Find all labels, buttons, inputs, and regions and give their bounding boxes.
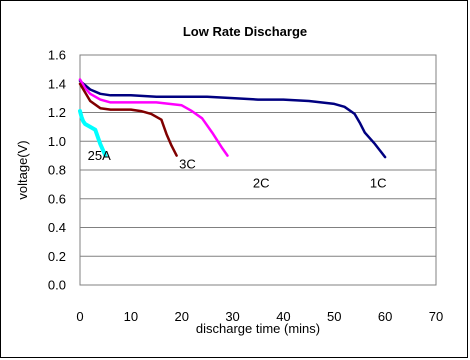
series-line-1c [78,79,387,159]
y-tick-label: 1.4 [48,76,66,91]
series-line-3c [78,82,178,157]
chart-title: Low Rate Discharge [183,24,307,39]
y-tick-label: 0.4 [48,220,66,235]
y-axis-title: voltage(V) [15,140,30,199]
series-label-25a: 25A [88,148,111,163]
x-tick-label: 0 [76,309,83,324]
x-tick-label: 60 [378,309,392,324]
x-tick-label: 40 [276,309,290,324]
grid-lines [80,83,436,257]
y-tick-label: 1.0 [48,134,66,149]
y-tick-label: 1.6 [48,48,66,63]
series-line-2c [78,78,229,157]
axis-ticks: 0.0 0.2 0.4 0.6 0.8 1.0 1.2 1.4 1.6 0 10 20 30 40 50 60… [48,48,443,325]
series-label-2c: 2C [253,175,270,190]
y-tick-label: 0.8 [48,163,66,178]
x-tick-label: 70 [429,309,443,324]
y-tick-label: 1.2 [48,105,66,120]
series-label-3c: 3C [179,157,196,172]
x-tick-label: 30 [225,309,239,324]
series-label-1c: 1C [370,175,387,190]
x-tick-label: 50 [327,309,341,324]
series-line-25a [78,109,108,158]
x-tick-label: 20 [174,309,188,324]
plot-area [79,54,437,286]
series-group: 1C 2C 3C 25A [78,78,387,190]
y-tick-label: 0.2 [48,249,66,264]
y-tick-label: 0.0 [48,278,66,293]
x-tick-label: 10 [124,309,138,324]
y-tick-label: 0.6 [48,191,66,206]
x-axis-title: discharge time (mins) [196,321,320,336]
